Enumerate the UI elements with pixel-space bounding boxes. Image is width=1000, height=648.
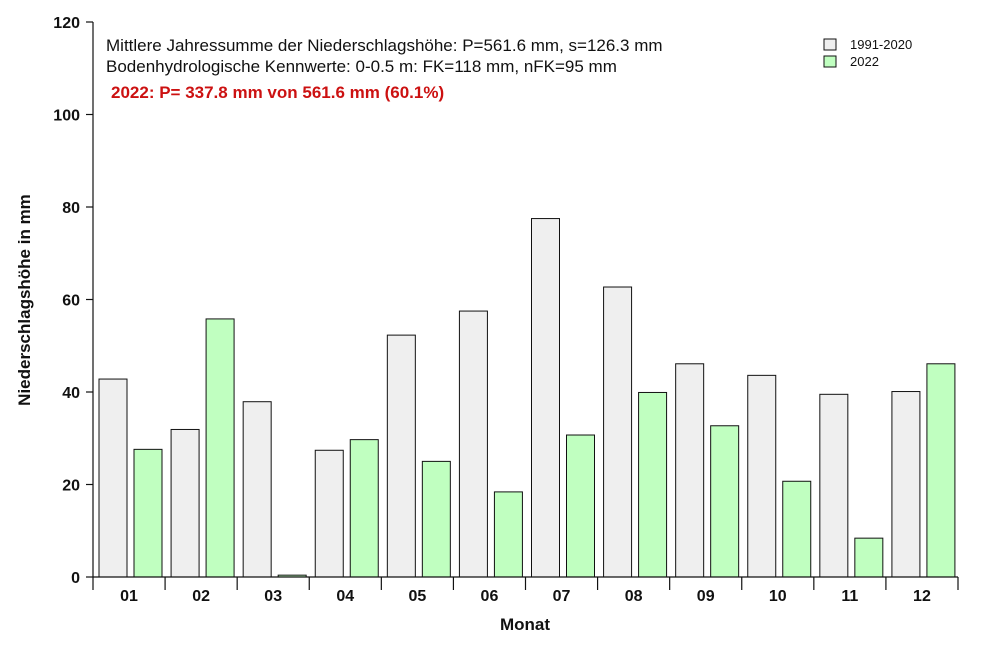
y-tick-label-0: 0 <box>71 570 80 587</box>
y-axis-title: Niederschlagshöhe in mm <box>15 194 34 406</box>
bar-2022-02 <box>205 318 235 578</box>
bar-2022-07 <box>566 434 595 578</box>
y-tick-label-80: 80 <box>62 200 80 217</box>
bar-1991-2020-06 <box>458 310 488 578</box>
annotation-soil: Bodenhydrologische Kennwerte: 0-0.5 m: F… <box>106 57 617 76</box>
annotation-2022-total: 2022: P= 337.8 mm von 561.6 mm (60.1%) <box>111 83 444 102</box>
legend-swatch-1991-2020 <box>823 38 837 51</box>
legend: 1991-2020 2022 <box>823 37 912 69</box>
y-tick-label-120: 120 <box>53 15 80 32</box>
bar-2022-10 <box>782 480 812 578</box>
annotation-mean: Mittlere Jahressumme der Niederschlagshö… <box>106 36 663 55</box>
legend-swatch-2022 <box>823 55 837 68</box>
legend-label-2022: 2022 <box>850 54 879 69</box>
x-tick-label-01: 01 <box>120 588 138 605</box>
bar-1991-2020-01 <box>98 378 128 578</box>
bars-group <box>98 218 956 578</box>
bar-2022-11 <box>854 537 884 578</box>
bar-1991-2020-12 <box>891 391 921 578</box>
x-tick-label-10: 10 <box>769 588 787 605</box>
x-axis-title: Monat <box>500 615 550 634</box>
y-tick-label-60: 60 <box>62 293 80 310</box>
bar-1991-2020-07 <box>531 218 560 578</box>
bar-2022-01 <box>133 448 163 578</box>
x-tick-label-11: 11 <box>841 588 858 605</box>
y-tick-label-20: 20 <box>62 478 80 495</box>
bar-2022-09 <box>710 425 740 578</box>
bar-1991-2020-09 <box>675 363 705 578</box>
bar-1991-2020-03 <box>242 401 272 578</box>
x-tick-label-09: 09 <box>697 588 715 605</box>
x-tick-label-05: 05 <box>408 588 426 605</box>
x-tick-label-04: 04 <box>336 588 354 605</box>
y-ticks: 0 20 40 60 80 100 120 <box>53 15 93 587</box>
bar-2022-05 <box>421 460 451 578</box>
x-tick-label-06: 06 <box>481 588 499 605</box>
bar-2022-12 <box>926 363 956 578</box>
x-tick-label-12: 12 <box>913 588 931 605</box>
x-tick-label-08: 08 <box>625 588 643 605</box>
bar-1991-2020-05 <box>386 334 416 578</box>
y-tick-label-40: 40 <box>62 385 80 402</box>
bar-2022-04 <box>349 439 379 578</box>
x-tick-label-07: 07 <box>553 588 571 605</box>
bar-2022-08 <box>638 391 668 578</box>
bar-1991-2020-08 <box>603 286 633 578</box>
bar-1991-2020-10 <box>747 374 777 578</box>
x-tick-label-03: 03 <box>264 588 282 605</box>
x-ticks: 01 02 03 04 05 06 07 08 09 10 11 12 <box>92 577 959 605</box>
bar-1991-2020-04 <box>314 449 344 578</box>
y-tick-label-100: 100 <box>53 108 80 125</box>
bar-2022-06 <box>493 491 523 578</box>
bar-1991-2020-11 <box>819 393 849 578</box>
bar-1991-2020-02 <box>170 428 200 578</box>
legend-label-1991-2020: 1991-2020 <box>850 37 912 52</box>
x-tick-label-02: 02 <box>192 588 210 605</box>
